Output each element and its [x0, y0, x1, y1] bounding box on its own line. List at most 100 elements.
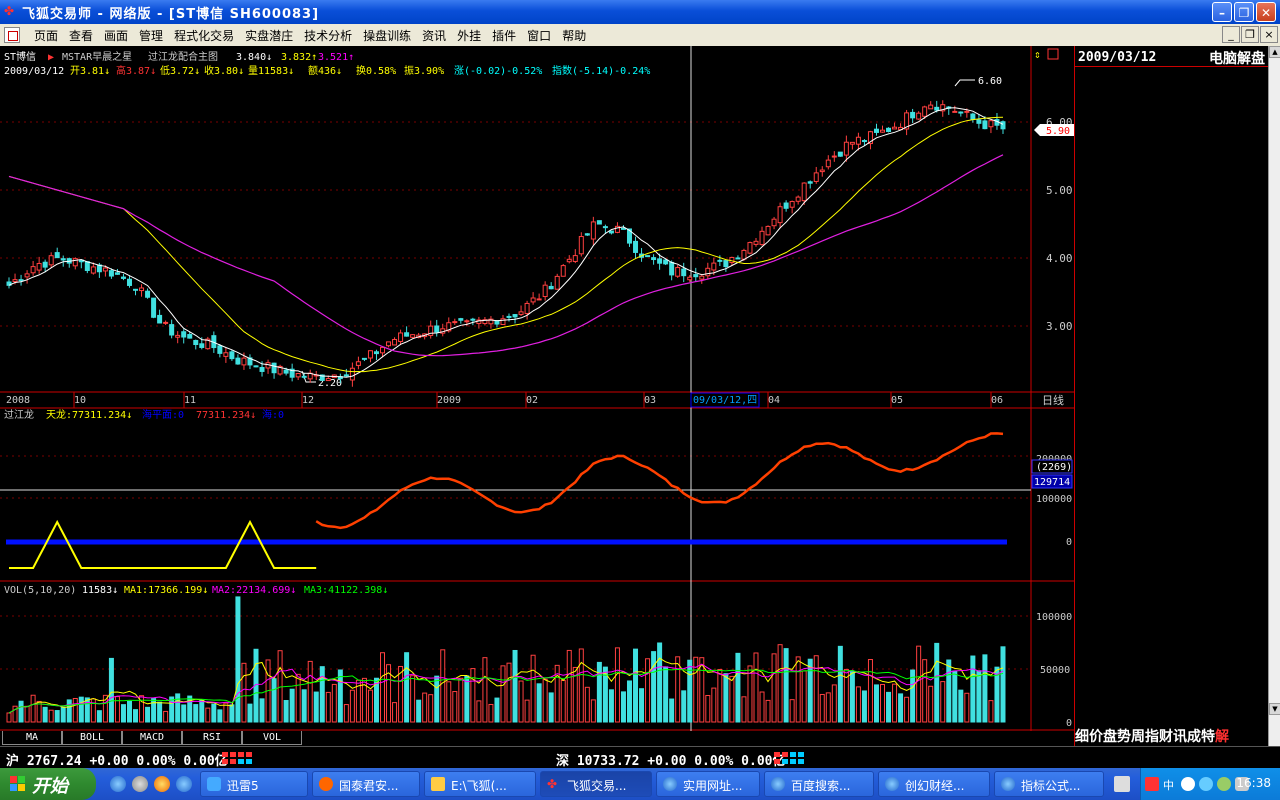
menu-item-news[interactable]: 资讯 — [422, 29, 447, 43]
expand-arrow-icon[interactable]: ▶ — [48, 52, 54, 63]
volume-bar — [560, 680, 566, 723]
mdi-minimize-button[interactable]: _ — [1222, 26, 1240, 43]
menu-item-plugins[interactable]: 插件 — [492, 29, 517, 43]
menu-item-program-trade[interactable]: 程式化交易 — [174, 29, 235, 43]
sogou-ime-icon[interactable] — [1145, 777, 1159, 791]
start-button[interactable]: 开始 — [0, 768, 96, 800]
menu-item-page[interactable]: 页面 — [34, 29, 59, 43]
tab-rsi[interactable]: RSI — [182, 731, 242, 745]
tab-vol[interactable]: VOL — [242, 731, 302, 745]
scroll-up-icon[interactable]: ▲ — [1269, 46, 1280, 58]
taskbar-button-baidu[interactable]: 百度搜索... — [764, 771, 874, 797]
footer-links[interactable]: 细价盘势周指财讯成特 — [1075, 729, 1215, 745]
axis-toggle-icon[interactable]: ⇕ — [1034, 48, 1041, 61]
mdi-close-button[interactable]: × — [1260, 26, 1278, 43]
ie-icon — [885, 777, 899, 791]
volume-bar — [72, 697, 78, 723]
candle-body — [60, 258, 66, 261]
taskbar-label: E:\飞狐(... — [451, 779, 507, 793]
volume-bar — [307, 660, 313, 723]
volume-bar — [373, 677, 379, 723]
taskbar-button-feihu[interactable]: ✤ 飞狐交易... — [540, 771, 652, 797]
shenzhen-index[interactable]: 深 10733.72 +0.00 0.00% 0.00亿 — [556, 754, 786, 769]
ime-zhong-icon[interactable]: 中 — [1163, 779, 1174, 792]
ie-quicklaunch-icon[interactable] — [110, 776, 126, 792]
volume-bar — [584, 686, 590, 723]
volume-bar — [663, 666, 669, 723]
menu-item-trade-training[interactable]: 操盘训练 — [363, 29, 412, 43]
candle-body — [602, 226, 608, 229]
taskbar-overflow-icon[interactable] — [1114, 776, 1130, 792]
right-panel-scrollbar[interactable]: ▲ ▼ — [1268, 46, 1280, 746]
candle-body — [518, 311, 524, 315]
volume-bar — [867, 659, 873, 723]
taskbar-button-urls[interactable]: 实用网址... — [656, 771, 760, 797]
shanghai-index[interactable]: 沪 2767.24 +0.00 0.00% 0.00亿 — [6, 754, 228, 769]
taskbar-button-xunlei[interactable]: 迅雷5 — [200, 771, 308, 797]
volume-bar — [133, 709, 139, 723]
right-panel-footer[interactable]: 细价盘势周指财讯成特解 — [1075, 726, 1280, 746]
candle-body — [169, 324, 175, 336]
right-panel-brand[interactable]: 电脑解盘 — [1209, 51, 1265, 67]
shield-icon[interactable] — [1217, 777, 1231, 791]
menu-item-help[interactable]: 帮助 — [562, 29, 587, 43]
volume-bar — [126, 701, 132, 723]
browser-quicklaunch-icon[interactable] — [154, 776, 170, 792]
volume-bar — [283, 700, 289, 723]
vol-y-tick-0: 0 — [1066, 718, 1072, 729]
candle-body — [349, 367, 355, 381]
menu-item-real-market[interactable]: 实盘潜庄 — [245, 29, 294, 43]
volume-bar — [976, 670, 982, 723]
volume-icon[interactable] — [1235, 777, 1249, 791]
candle-body — [554, 275, 560, 290]
menu-item-window[interactable]: 窗口 — [527, 29, 552, 43]
network-icon[interactable] — [1199, 777, 1213, 791]
candle-body — [78, 259, 84, 263]
taskbar-button-guotai[interactable]: 国泰君安... — [312, 771, 420, 797]
document-icon[interactable] — [4, 27, 20, 43]
taskbar-button-formula[interactable]: 指标公式... — [994, 771, 1104, 797]
menu-item-manage[interactable]: 管理 — [139, 29, 164, 43]
close-button[interactable]: ✕ — [1256, 2, 1276, 22]
taskbar-label: 飞狐交易... — [567, 779, 627, 793]
candle-body — [620, 227, 626, 230]
taskbar-button-folder[interactable]: E:\飞狐(... — [424, 771, 536, 797]
maximize-button[interactable]: ❐ — [1234, 2, 1254, 22]
scroll-down-icon[interactable]: ▼ — [1269, 703, 1280, 715]
candle-body — [699, 275, 705, 280]
candle-body — [235, 357, 241, 365]
cursor-date-label: 09/03/12,四 — [693, 395, 757, 406]
volume-bar — [771, 653, 777, 723]
taskbar-label: 创幻财经... — [905, 779, 965, 793]
volume-bar — [922, 659, 928, 723]
clock[interactable]: 16:38 — [1236, 776, 1271, 790]
ie2-quicklaunch-icon[interactable] — [176, 776, 192, 792]
last-price-label: 5.90 — [1046, 126, 1070, 137]
period-label[interactable]: 日线 — [1042, 393, 1064, 407]
footer-highlight[interactable]: 解 — [1215, 729, 1229, 745]
quote-index: 指数(-5.14)-0.24% — [552, 64, 650, 77]
tab-boll[interactable]: BOLL — [62, 731, 122, 745]
menu-item-screen[interactable]: 画面 — [104, 29, 129, 43]
tab-macd[interactable]: MACD — [122, 731, 182, 745]
last-price-tag — [1034, 124, 1074, 136]
menu-item-tech-analysis[interactable]: 技术分析 — [304, 29, 353, 43]
volume-bar — [169, 696, 175, 723]
stock-chart[interactable]: ST博信 ▶ MSTAR早晨之星 过江龙配合主图 3.840↓ 3.832↑ 3… — [0, 46, 1074, 731]
menu-item-view[interactable]: 查看 — [69, 29, 94, 43]
taskbar-button-chuanghuan[interactable]: 创幻财经... — [878, 771, 990, 797]
mdi-restore-button[interactable]: ❐ — [1241, 26, 1259, 43]
volume-bar — [855, 686, 861, 723]
axis-settings-icon[interactable] — [1047, 48, 1059, 60]
candle-body — [380, 346, 386, 354]
candle-body — [892, 126, 898, 130]
moon-icon[interactable] — [1181, 777, 1195, 791]
candle-body — [428, 325, 434, 336]
volume-bar — [753, 652, 759, 723]
tab-ma[interactable]: MA — [2, 731, 62, 745]
menu-item-external[interactable]: 外挂 — [457, 29, 482, 43]
minimize-button[interactable]: – — [1212, 2, 1232, 22]
candle-body — [446, 322, 452, 332]
candle-body — [295, 373, 301, 378]
desktop-quicklaunch-icon[interactable] — [132, 776, 148, 792]
